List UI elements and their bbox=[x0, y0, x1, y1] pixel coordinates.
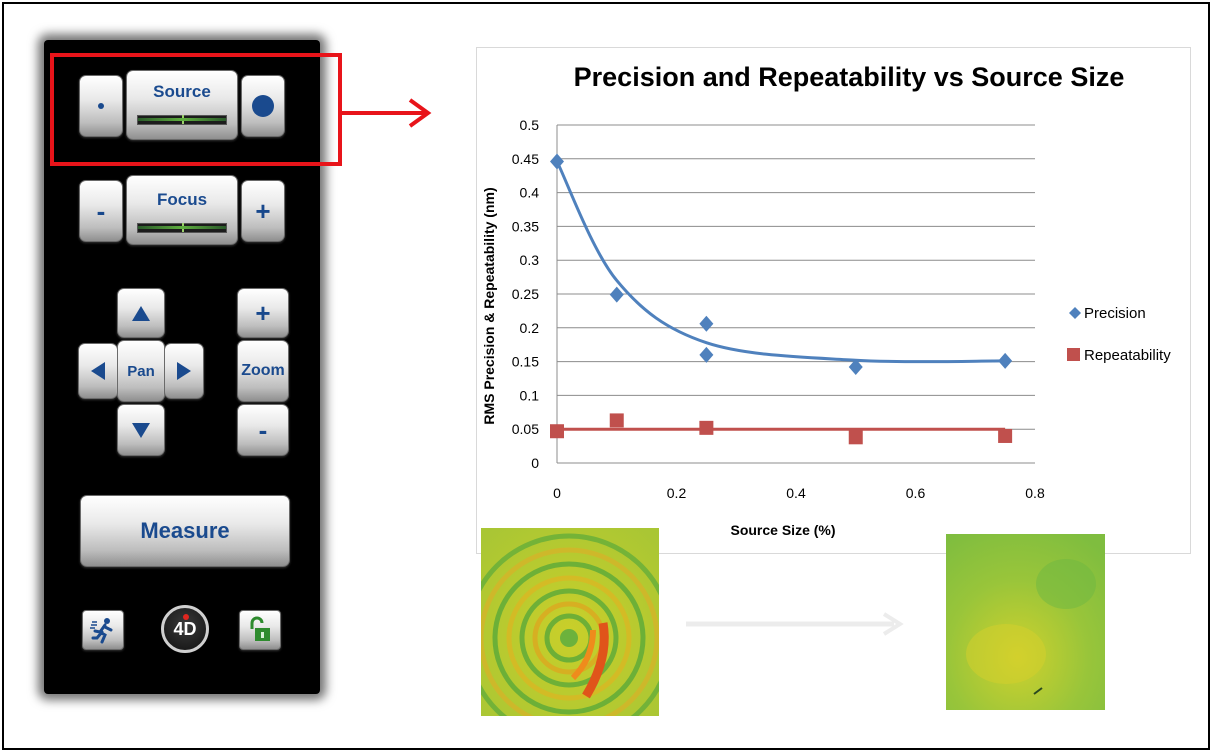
repeatability-point bbox=[699, 420, 714, 435]
arrow-up-icon bbox=[132, 305, 150, 321]
focus-minus-button[interactable]: - bbox=[79, 180, 123, 242]
arrow-left-icon bbox=[91, 362, 105, 380]
large-dot-icon bbox=[252, 95, 274, 117]
y-tick-labels: 0 0.05 0.1 0.15 0.2 0.25 0.3 0.35 0.4 0.45 0.5 bbox=[512, 117, 539, 471]
source-control[interactable]: Source bbox=[126, 70, 238, 140]
repeatability-point bbox=[609, 413, 624, 428]
y-tick-label: 0.25 bbox=[512, 286, 539, 302]
x-tick-labels: 0 0.2 0.4 0.6 0.8 bbox=[553, 485, 1045, 501]
y-tick-label: 0.35 bbox=[512, 218, 539, 234]
pan-left-button[interactable] bbox=[78, 343, 118, 399]
precision-repeatability-chart: Precision and Repeatability vs Source Si… bbox=[481, 62, 1171, 538]
runner-icon bbox=[90, 618, 113, 644]
pan-label: Pan bbox=[127, 362, 155, 380]
x-tick-label: 0 bbox=[553, 485, 561, 501]
precision-point bbox=[998, 352, 1013, 369]
4d-logo-icon: 4D bbox=[173, 618, 197, 639]
y-tick-label: 0.05 bbox=[512, 421, 539, 437]
measure-label: Measure bbox=[140, 518, 230, 543]
faint-right-arrow bbox=[686, 612, 904, 636]
chart-title: Precision and Repeatability vs Source Si… bbox=[574, 62, 1125, 92]
x-tick-label: 0.4 bbox=[786, 485, 806, 501]
focus-control[interactable]: Focus bbox=[126, 175, 238, 245]
source-label: Source bbox=[153, 82, 211, 101]
plus-icon: + bbox=[255, 298, 271, 328]
y-tick-label: 0.2 bbox=[520, 320, 540, 336]
source-highlight-box bbox=[50, 53, 342, 166]
lock-button[interactable] bbox=[239, 610, 281, 650]
precision-point bbox=[848, 359, 863, 376]
y-tick-label: 0.15 bbox=[512, 354, 539, 370]
zoom-label: Zoom bbox=[241, 362, 285, 379]
small-dot-icon bbox=[98, 103, 104, 109]
pan-center: Pan bbox=[117, 340, 165, 402]
y-axis-label: RMS Precision & Repeatability (nm) bbox=[481, 187, 497, 424]
gridlines bbox=[557, 124, 1035, 430]
zoom-out-button[interactable]: - bbox=[237, 404, 289, 456]
pan-down-button[interactable] bbox=[117, 404, 165, 456]
repeatability-point bbox=[998, 428, 1013, 443]
x-tick-label: 0.6 bbox=[906, 485, 926, 501]
precision-point bbox=[550, 153, 564, 170]
pointer-arrow bbox=[342, 98, 432, 128]
chart-area: Precision and Repeatability vs Source Si… bbox=[476, 47, 1191, 554]
repeatability-point bbox=[550, 424, 564, 439]
logo-red-dot bbox=[183, 614, 189, 620]
zoom-label-tile: Zoom bbox=[237, 340, 289, 402]
y-tick-label: 0.4 bbox=[520, 185, 540, 201]
interference-map-after bbox=[946, 534, 1105, 710]
trendlines bbox=[555, 160, 1006, 431]
pan-right-button[interactable] bbox=[164, 343, 204, 399]
y-tick-label: 0.5 bbox=[520, 117, 540, 133]
zoom-in-button[interactable]: + bbox=[237, 288, 289, 338]
measure-button[interactable]: Measure bbox=[80, 495, 290, 567]
source-decrease-button[interactable] bbox=[79, 75, 123, 137]
focus-level-meter bbox=[137, 223, 227, 233]
arrow-right-icon bbox=[177, 362, 191, 380]
y-tick-label: 0.45 bbox=[512, 151, 539, 167]
instrument-control-panel: Source - Focus + Pan + Zoom - Measure bbox=[44, 40, 320, 694]
y-tick-label: 0 bbox=[531, 455, 539, 471]
x-tick-label: 0.2 bbox=[667, 485, 687, 501]
repeatability-legend-label: Repeatability bbox=[1084, 347, 1171, 364]
axes bbox=[556, 125, 1035, 464]
precision-point bbox=[699, 346, 714, 363]
y-tick-label: 0.3 bbox=[520, 252, 540, 268]
4d-logo: 4D bbox=[161, 605, 209, 653]
repeatability-point bbox=[848, 430, 863, 445]
minus-icon: - bbox=[96, 196, 106, 226]
pan-up-button[interactable] bbox=[117, 288, 165, 338]
precision-legend-marker bbox=[1069, 307, 1081, 319]
source-level-meter bbox=[137, 115, 227, 125]
repeatability-legend-marker bbox=[1067, 348, 1080, 361]
focus-label: Focus bbox=[156, 190, 208, 209]
precision-point bbox=[609, 286, 624, 303]
focus-plus-button[interactable]: + bbox=[241, 180, 285, 242]
precision-trendline bbox=[555, 160, 1006, 364]
data-markers bbox=[550, 153, 1013, 445]
x-axis-label: Source Size (%) bbox=[730, 522, 835, 538]
quick-mode-button[interactable] bbox=[82, 610, 124, 650]
unlock-icon bbox=[250, 616, 270, 641]
arrow-down-icon bbox=[132, 422, 150, 438]
x-tick-label: 0.8 bbox=[1025, 485, 1045, 501]
precision-legend-label: Precision bbox=[1084, 305, 1146, 322]
plus-icon: + bbox=[255, 196, 271, 226]
precision-point bbox=[699, 315, 714, 332]
interference-map-before bbox=[481, 528, 659, 716]
source-increase-button[interactable] bbox=[241, 75, 285, 137]
legend: Precision Repeatability bbox=[1067, 305, 1171, 364]
minus-icon: - bbox=[258, 415, 268, 445]
y-tick-label: 0.1 bbox=[520, 387, 540, 403]
